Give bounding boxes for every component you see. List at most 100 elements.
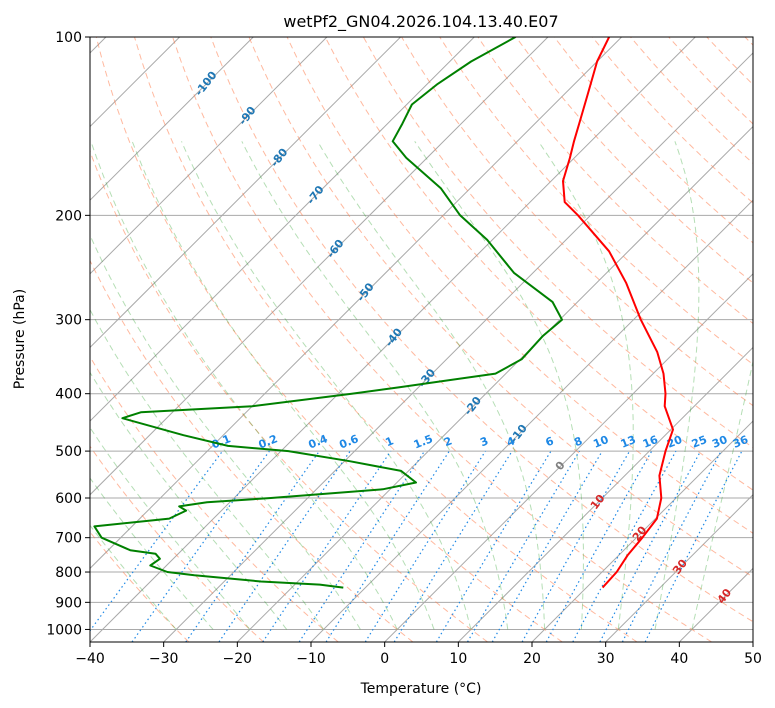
moist-adiabat	[90, 371, 288, 630]
x-axis-ticks: −40 −30 −20 −10 0 10 20 30 40 50	[75, 642, 762, 667]
mixing-ratio-line	[262, 450, 392, 642]
dry-adiabat	[706, 37, 753, 86]
y-tick-label: 400	[55, 387, 82, 403]
mixing-ratio-line	[218, 450, 351, 642]
mixing-ratio-line	[185, 450, 320, 642]
mixing-ratio-label: 3	[478, 434, 490, 449]
mixing-ratio-label: 13	[619, 433, 638, 451]
mixing-ratio-line	[393, 450, 513, 642]
moist-adiabat	[90, 233, 361, 630]
mixing-ratio-line	[599, 450, 702, 642]
isotherm-line	[90, 37, 475, 422]
y-tick-label: 100	[55, 30, 82, 46]
mixing-ratio-line	[466, 450, 581, 642]
moist-adiabat	[317, 141, 546, 630]
background-lines	[90, 37, 753, 642]
moist-adiabat	[90, 477, 214, 630]
dry-adiabat	[248, 37, 753, 578]
y-tick-label: 600	[55, 491, 82, 507]
mixing-ratio-line	[90, 450, 223, 632]
moist-adiabat	[90, 308, 324, 630]
isotherm-line	[457, 346, 753, 642]
mixing-ratio-label: 8	[572, 434, 584, 449]
isotherm-line	[90, 37, 328, 275]
isotherm-line	[163, 52, 753, 642]
mixing-ratio-label: 25	[690, 433, 709, 451]
dry-adiabat	[553, 37, 753, 244]
isotherm-line	[752, 641, 753, 642]
x-tick-label: −30	[149, 651, 179, 667]
dry-adiabat	[591, 37, 753, 204]
y-tick-label: 200	[55, 208, 82, 224]
dry-adiabat	[324, 37, 753, 491]
dewpoint-line	[93, 37, 563, 589]
isotherm-line	[531, 420, 753, 642]
x-tick-label: 10	[449, 651, 467, 667]
x-tick-label: 20	[523, 651, 541, 667]
mixing-ratio-label: 16	[641, 433, 660, 451]
y-tick-label: 900	[55, 595, 82, 611]
plot-frame	[89, 36, 754, 643]
moist-adiabat	[181, 141, 472, 630]
dry-adiabat	[668, 37, 753, 125]
dry-adiabat	[90, 259, 414, 642]
moist-adiabat	[131, 141, 435, 630]
isotherm-line	[90, 37, 401, 349]
mixing-ratio-label: 6	[544, 434, 556, 449]
mixing-ratio-line	[364, 450, 487, 642]
moist-adiabat	[654, 141, 700, 630]
dry-adiabat	[95, 37, 563, 642]
x-axis-label: Temperature (°C)	[360, 681, 482, 697]
mixing-ratio-label: 10	[591, 433, 610, 451]
isotherm-line	[384, 273, 753, 642]
dry-adiabat	[90, 355, 339, 642]
x-tick-label: 40	[670, 651, 688, 667]
mixing-ratio-line	[298, 450, 425, 642]
y-tick-label: 700	[55, 531, 82, 547]
moist-adiabat	[90, 426, 251, 630]
y-tick-label: 1000	[46, 622, 82, 638]
x-tick-label: 30	[597, 651, 615, 667]
moist-adiabat	[691, 359, 753, 630]
dry-adiabat	[90, 445, 264, 642]
dry-adiabat	[439, 37, 753, 365]
isotherm-line	[90, 37, 622, 570]
y-tick-label: 800	[55, 565, 82, 581]
dry-adiabat	[172, 37, 712, 642]
isotherm-line	[678, 567, 753, 642]
y-tick-label: 300	[55, 313, 82, 329]
isotherm-label: -100	[192, 68, 219, 98]
dry-adiabat	[210, 37, 753, 623]
mixing-ratio-line	[131, 450, 270, 642]
mixing-ratio-line	[325, 450, 450, 642]
moist-adiabat	[90, 141, 398, 630]
profile-series	[93, 37, 674, 589]
y-tick-label: 500	[55, 444, 82, 460]
mixing-ratio-label: 1	[383, 434, 395, 449]
isotherm-line	[90, 37, 549, 496]
dry-adiabat	[90, 531, 190, 642]
moist-adiabat	[241, 141, 509, 630]
isotherm-line	[605, 494, 753, 642]
x-tick-label: −10	[296, 651, 326, 667]
mixing-ratio-line	[572, 450, 677, 642]
isotherm-line	[236, 125, 753, 642]
moist-adiabat	[90, 524, 177, 630]
y-axis-ticks: 100 200 300 400 500 600 700 800 900 1000	[46, 30, 90, 638]
y-axis-label: Pressure (hPa)	[12, 289, 28, 389]
mixing-ratio-line	[435, 450, 552, 642]
chart-title: wetPf2_GN04.2026.104.13.40.E07	[283, 12, 558, 32]
x-tick-label: 0	[380, 651, 389, 667]
dry-adiabat	[134, 37, 638, 642]
x-tick-label: −40	[75, 651, 105, 667]
x-tick-label: −20	[223, 651, 253, 667]
mixing-ratio-label: 2	[442, 434, 454, 449]
moist-adiabat	[414, 141, 584, 630]
dry-adiabat	[286, 37, 753, 534]
dry-adiabat	[90, 149, 488, 642]
dry-adiabat	[744, 37, 753, 46]
dry-adiabat	[515, 37, 753, 284]
mixing-ratio-label: 0.4	[307, 432, 330, 451]
